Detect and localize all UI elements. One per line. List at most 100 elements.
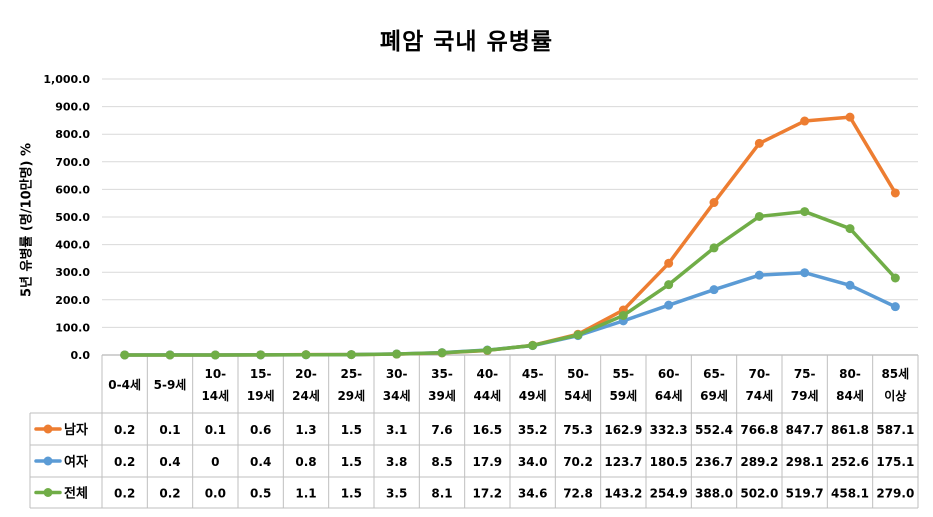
data-point [890,273,900,283]
chart-title: 폐암 국내 유병률 [379,29,554,55]
table-cell: 0.2 [114,487,135,501]
data-point [709,198,719,208]
x-tick-label: 5-9세 [154,377,187,392]
table-cell: 180.5 [650,455,688,469]
data-point [890,302,900,312]
table-cell: 1.5 [341,423,362,437]
table-cell: 519.7 [786,487,824,501]
table-cell: 0.2 [114,455,135,469]
table-cell: 252.6 [831,455,869,469]
x-tick-label: 14세 [201,388,229,403]
table-cell: 1.5 [341,487,362,501]
x-tick-label: 70- [748,367,770,381]
x-tick-label: 69세 [700,388,728,403]
x-tick-label: 80- [839,367,861,381]
data-point [573,330,583,340]
data-point [709,243,719,253]
x-tick-label: 84세 [836,388,864,403]
table-cell: 3.8 [386,455,407,469]
data-point [301,350,311,360]
table-cell: 72.8 [563,487,593,501]
table-cell: 1.5 [341,455,362,469]
table-cell: 3.1 [386,423,407,437]
y-tick-label: 200.0 [55,294,90,307]
table-cell: 388.0 [695,487,733,501]
data-point [528,340,538,350]
table-cell: 7.6 [431,423,452,437]
x-tick-label: 44세 [473,388,501,403]
x-tick-label: 19세 [247,388,275,403]
table-cell: 70.2 [563,455,593,469]
table-cell: 17.2 [473,487,503,501]
series-line [122,209,898,357]
x-tick-label: 29세 [337,388,365,403]
table-cell: 0.1 [205,423,226,437]
table-cell: 0.2 [114,423,135,437]
x-tick-label: 15- [250,367,272,381]
x-tick-label: 65- [703,367,725,381]
data-point [754,138,764,148]
table-cell: 0.8 [295,455,316,469]
x-tick-label: 64세 [655,388,683,403]
table-cell: 0.4 [159,455,180,469]
table-cell: 587.1 [876,423,914,437]
data-point [800,207,810,217]
x-tick-label: 20- [295,367,317,381]
table-cell: 332.3 [650,423,688,437]
table-cell: 766.8 [740,423,778,437]
table-cell: 289.2 [740,455,778,469]
series-line [122,270,898,357]
legend-key-marker [43,488,53,497]
legend-label: 전체 [64,486,88,502]
data-point [618,310,628,320]
data-point [845,112,855,122]
data-point [754,211,764,221]
y-tick-label: 300.0 [55,266,90,279]
y-tick-label: 500.0 [55,211,90,224]
series-line [122,115,898,357]
table-cell: 0.1 [159,423,180,437]
table-cell: 0.6 [250,423,271,437]
table-cell: 8.1 [431,487,452,501]
data-point [165,350,175,360]
data-point [256,350,266,360]
x-tick-label: 59세 [609,388,637,403]
data-point [437,348,447,358]
data-point [392,349,402,359]
table-cell: 0.5 [250,487,271,501]
data-point [754,270,764,280]
table-cell: 847.7 [786,423,824,437]
table-cell: 254.9 [650,487,688,501]
data-point [664,280,674,290]
x-tick-label: 55- [612,367,634,381]
table-cell: 861.8 [831,423,869,437]
x-tick-label: 49세 [519,388,547,403]
x-tick-label: 85세 [881,366,909,381]
x-tick-label: 34세 [383,388,411,403]
x-tick-label: 30- [386,367,408,381]
legend-key-marker [43,456,53,466]
data-point [845,224,855,234]
y-tick-label: 900.0 [55,101,90,114]
x-tick-label: 24세 [292,388,320,403]
x-tick-label: 0-4세 [108,377,141,392]
table-cell: 162.9 [604,423,642,437]
table-cell: 1.3 [295,423,316,437]
table-cell: 0 [211,455,219,469]
y-tick-label: 100.0 [55,321,90,334]
y-tick-label: 700.0 [55,156,90,169]
y-tick-label: 800.0 [55,128,90,141]
table-cell: 458.1 [831,487,869,501]
table-cell: 75.3 [563,423,593,437]
x-tick-label: 10- [204,367,226,381]
x-tick-label: 40- [476,367,498,381]
data-point [664,300,674,310]
x-tick-label: 79세 [791,388,819,403]
x-tick-label: 54세 [564,388,592,403]
table-cell: 502.0 [740,487,778,501]
x-tick-label: 39세 [428,388,456,403]
table-cell: 34.6 [518,487,548,501]
table-cell: 34.0 [518,455,548,469]
table-cell: 236.7 [695,455,733,469]
